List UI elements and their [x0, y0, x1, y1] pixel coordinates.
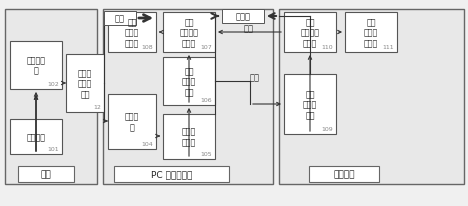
Text: 更新: 更新 — [244, 24, 254, 33]
Text: 12: 12 — [93, 104, 101, 109]
Bar — [163, 115, 215, 159]
Bar — [108, 13, 156, 53]
Text: 108: 108 — [141, 45, 153, 50]
Text: 云端
分类器模
型模块: 云端 分类器模 型模块 — [300, 18, 320, 48]
Bar — [279, 10, 464, 184]
Bar — [284, 13, 336, 53]
Bar — [163, 58, 215, 105]
Bar — [108, 95, 156, 149]
Bar — [114, 166, 229, 182]
Bar — [10, 119, 62, 154]
Text: PC 或智能手机: PC 或智能手机 — [151, 170, 192, 179]
Text: 云端
数据集
模块: 云端 数据集 模块 — [303, 90, 317, 119]
Bar — [345, 13, 397, 53]
Text: 111: 111 — [382, 45, 394, 50]
Bar — [222, 10, 264, 24]
Text: 106: 106 — [200, 97, 212, 103]
Bar — [284, 75, 336, 134]
Text: 预处理模
块: 预处理模 块 — [27, 56, 45, 75]
Bar — [163, 13, 215, 53]
Text: 105: 105 — [200, 151, 212, 156]
Text: 101: 101 — [47, 146, 59, 151]
Bar — [18, 166, 74, 182]
Text: 采集模块: 采集模块 — [27, 132, 45, 141]
Text: 特征提
取模块: 特征提 取模块 — [182, 127, 196, 146]
Text: 分割模
块: 分割模 块 — [125, 112, 139, 132]
Text: 本地
数据集
模块: 本地 数据集 模块 — [182, 67, 196, 96]
Text: 蓝牙无
线通信
单元: 蓝牙无 线通信 单元 — [78, 69, 92, 98]
Bar — [10, 42, 62, 90]
Text: 109: 109 — [321, 126, 333, 131]
Bar — [66, 55, 104, 112]
Text: 上传: 上传 — [250, 73, 260, 82]
Text: 腕带: 腕带 — [41, 170, 51, 179]
Bar — [309, 166, 379, 182]
Text: 104: 104 — [141, 141, 153, 146]
Text: 本地
手势识
别模块: 本地 手势识 别模块 — [125, 18, 139, 48]
Text: 107: 107 — [200, 45, 212, 50]
Text: 110: 110 — [322, 45, 333, 50]
Text: 云端
手势识
别模块: 云端 手势识 别模块 — [364, 18, 378, 48]
Text: 蓝牙: 蓝牙 — [115, 14, 125, 23]
Bar — [104, 12, 136, 26]
Bar — [103, 10, 273, 184]
Text: 102: 102 — [47, 82, 59, 87]
Bar — [5, 10, 97, 184]
Text: 互联网: 互联网 — [235, 12, 250, 21]
Text: 本地
分类器模
型模块: 本地 分类器模 型模块 — [180, 18, 198, 48]
Text: 云端服务: 云端服务 — [333, 170, 355, 179]
